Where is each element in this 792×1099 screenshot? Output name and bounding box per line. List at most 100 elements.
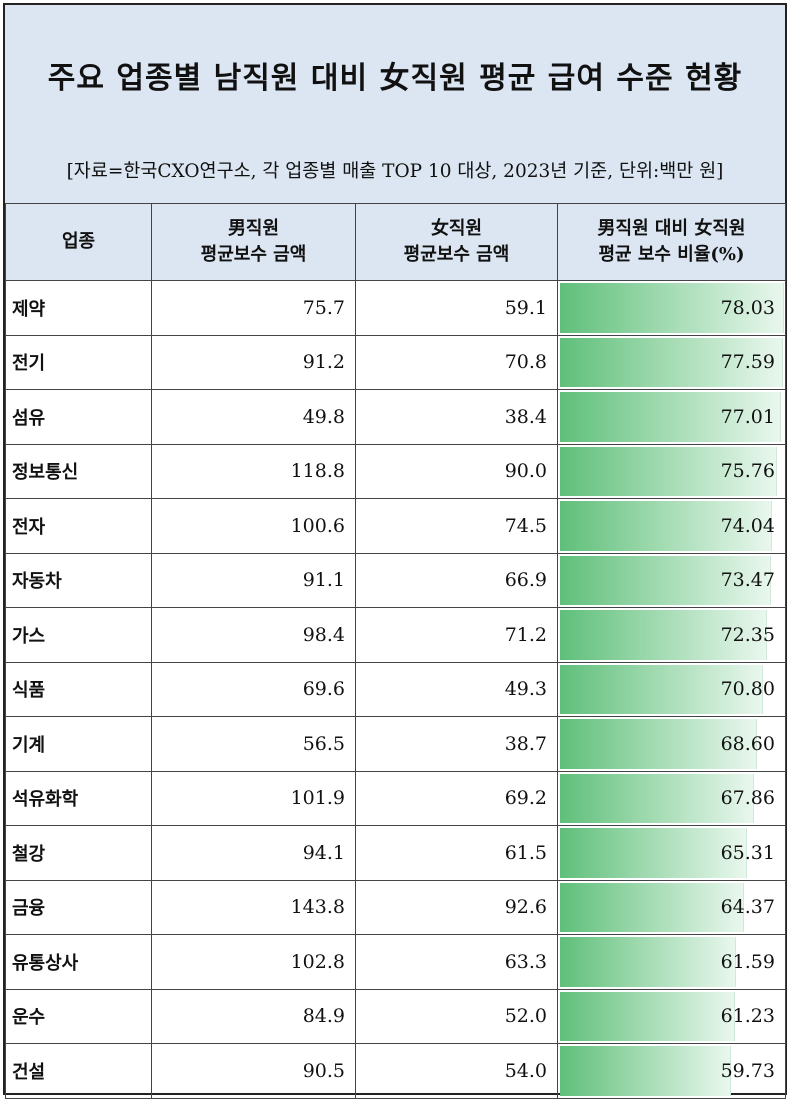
female-pay-cell: 52.0 — [355, 988, 558, 1044]
ratio-cell: 61.23 — [557, 988, 786, 1044]
header-male-pay: 男직원 평균보수 금액 — [151, 203, 356, 281]
industry-cell: 금융 — [5, 879, 152, 935]
table-row: 유통상사 102.8 63.3 61.59 — [5, 934, 786, 990]
ratio-value-label: 61.23 — [720, 1005, 775, 1028]
ratio-value-label: 74.04 — [720, 514, 775, 537]
header-ratio: 男직원 대비 女직원 평균 보수 비율(%) — [557, 203, 786, 281]
ratio-cell: 77.59 — [557, 334, 786, 390]
ratio-data-bar — [560, 555, 771, 605]
ratio-value-label: 59.73 — [720, 1059, 775, 1082]
ratio-data-bar — [560, 773, 755, 823]
table-row: 전기 91.2 70.8 77.59 — [5, 334, 786, 390]
industry-cell: 건설 — [5, 1043, 152, 1099]
ratio-cell: 65.31 — [557, 825, 786, 881]
ratio-cell: 67.86 — [557, 770, 786, 826]
header-female-pay: 女직원 평균보수 금액 — [355, 203, 558, 281]
male-pay-cell: 84.9 — [151, 988, 356, 1044]
table-header-row: 업종 男직원 평균보수 금액 女직원 평균보수 금액 男직원 대비 女직원 평균 보수… — [5, 203, 786, 281]
table-row: 가스 98.4 71.2 72.35 — [5, 607, 786, 663]
industry-cell: 유통상사 — [5, 934, 152, 990]
ratio-data-bar — [560, 991, 736, 1041]
ratio-data-bar — [560, 719, 757, 769]
male-pay-cell: 102.8 — [151, 934, 356, 990]
ratio-cell: 59.73 — [557, 1043, 786, 1099]
ratio-cell: 68.60 — [557, 716, 786, 772]
ratio-cell: 64.37 — [557, 879, 786, 935]
ratio-cell: 77.01 — [557, 389, 786, 445]
ratio-value-label: 70.80 — [720, 678, 775, 701]
ratio-data-bar — [560, 392, 782, 442]
ratio-cell: 70.80 — [557, 661, 786, 717]
female-pay-cell: 59.1 — [355, 280, 558, 336]
table-row: 자동차 91.1 66.9 73.47 — [5, 552, 786, 608]
industry-cell: 정보통신 — [5, 443, 152, 499]
ratio-value-label: 77.59 — [720, 351, 775, 374]
female-pay-cell: 61.5 — [355, 825, 558, 881]
ratio-value-label: 78.03 — [720, 296, 775, 319]
ratio-value-label: 68.60 — [720, 732, 775, 755]
ratio-cell: 75.76 — [557, 443, 786, 499]
table-row: 식품 69.6 49.3 70.80 — [5, 661, 786, 717]
ratio-data-bar — [560, 501, 773, 551]
female-pay-cell: 38.7 — [355, 716, 558, 772]
female-pay-cell: 74.5 — [355, 498, 558, 554]
male-pay-cell: 91.1 — [151, 552, 356, 608]
industry-cell: 철강 — [5, 825, 152, 881]
industry-cell: 자동차 — [5, 552, 152, 608]
male-pay-cell: 98.4 — [151, 607, 356, 663]
ratio-cell: 72.35 — [557, 607, 786, 663]
ratio-data-bar — [560, 664, 763, 714]
table-row: 전자 100.6 74.5 74.04 — [5, 498, 786, 554]
industry-cell: 섬유 — [5, 389, 152, 445]
male-pay-cell: 90.5 — [151, 1043, 356, 1099]
ratio-data-bar — [560, 937, 737, 987]
female-pay-cell: 70.8 — [355, 334, 558, 390]
ratio-value-label: 65.31 — [720, 841, 775, 864]
salary-table-sheet: 주요 업종별 남직원 대비 女직원 평균 급여 수준 현황 [자료=한국CXO연… — [3, 3, 787, 1099]
ratio-data-bar — [560, 337, 783, 387]
ratio-cell: 78.03 — [557, 280, 786, 336]
industry-cell: 식품 — [5, 661, 152, 717]
table-row: 석유화학 101.9 69.2 67.86 — [5, 770, 786, 826]
ratio-value-label: 61.59 — [720, 950, 775, 973]
industry-cell: 운수 — [5, 988, 152, 1044]
industry-cell: 제약 — [5, 280, 152, 336]
female-pay-cell: 63.3 — [355, 934, 558, 990]
male-pay-cell: 75.7 — [151, 280, 356, 336]
page-title: 주요 업종별 남직원 대비 女직원 평균 급여 수준 현황 — [47, 61, 743, 96]
male-pay-cell: 94.1 — [151, 825, 356, 881]
salary-table: 업종 男직원 평균보수 금액 女직원 평균보수 금액 男직원 대비 女직원 평균 보수… — [5, 203, 786, 1099]
table-row: 기계 56.5 38.7 68.60 — [5, 716, 786, 772]
ratio-value-label: 72.35 — [720, 623, 775, 646]
ratio-data-bar — [560, 610, 768, 660]
ratio-value-label: 73.47 — [720, 569, 775, 592]
female-pay-cell: 49.3 — [355, 661, 558, 717]
male-pay-cell: 118.8 — [151, 443, 356, 499]
female-pay-cell: 54.0 — [355, 1043, 558, 1099]
male-pay-cell: 91.2 — [151, 334, 356, 390]
industry-cell: 석유화학 — [5, 770, 152, 826]
female-pay-cell: 69.2 — [355, 770, 558, 826]
male-pay-cell: 101.9 — [151, 770, 356, 826]
female-pay-cell: 92.6 — [355, 879, 558, 935]
male-pay-cell: 69.6 — [151, 661, 356, 717]
ratio-value-label: 75.76 — [720, 460, 775, 483]
table-body: 제약 75.7 59.1 78.03 전기 91.2 70.8 77.59 섬유 49.8 38.4… — [5, 280, 786, 1099]
industry-cell: 기계 — [5, 716, 152, 772]
table-row: 섬유 49.8 38.4 77.01 — [5, 389, 786, 445]
ratio-data-bar — [560, 1046, 731, 1096]
table-row: 금융 143.8 92.6 64.37 — [5, 879, 786, 935]
ratio-value-label: 64.37 — [720, 896, 775, 919]
male-pay-cell: 100.6 — [151, 498, 356, 554]
header-industry: 업종 — [5, 203, 152, 281]
industry-cell: 전기 — [5, 334, 152, 390]
ratio-cell: 61.59 — [557, 934, 786, 990]
industry-cell: 전자 — [5, 498, 152, 554]
table-row: 제약 75.7 59.1 78.03 — [5, 280, 786, 336]
ratio-data-bar — [560, 828, 747, 878]
ratio-data-bar — [560, 882, 745, 932]
female-pay-cell: 90.0 — [355, 443, 558, 499]
ratio-value-label: 77.01 — [720, 405, 775, 428]
ratio-cell: 74.04 — [557, 498, 786, 554]
title-banner: 주요 업종별 남직원 대비 女직원 평균 급여 수준 현황 [자료=한국CXO연… — [5, 5, 785, 205]
